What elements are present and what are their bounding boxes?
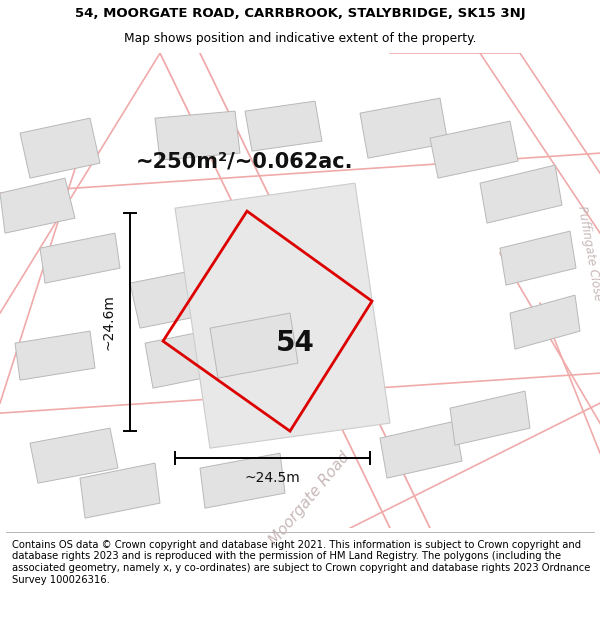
Polygon shape [20, 118, 100, 178]
Text: Puffingate Close: Puffingate Close [575, 204, 600, 302]
Polygon shape [80, 463, 160, 518]
Polygon shape [155, 111, 240, 160]
Polygon shape [510, 295, 580, 349]
Polygon shape [40, 233, 120, 283]
Polygon shape [30, 428, 118, 483]
Polygon shape [200, 453, 285, 508]
Polygon shape [380, 421, 462, 478]
Polygon shape [175, 183, 390, 448]
Polygon shape [500, 231, 576, 285]
Text: Contains OS data © Crown copyright and database right 2021. This information is : Contains OS data © Crown copyright and d… [12, 540, 590, 584]
Polygon shape [430, 121, 518, 178]
Text: Map shows position and indicative extent of the property.: Map shows position and indicative extent… [124, 32, 476, 45]
Text: ~24.5m: ~24.5m [245, 471, 301, 485]
Text: ~24.6m: ~24.6m [101, 294, 115, 350]
Polygon shape [245, 101, 322, 151]
Text: Moorgate Road: Moorgate Road [267, 449, 353, 548]
Polygon shape [15, 331, 95, 380]
Polygon shape [0, 178, 75, 233]
Polygon shape [450, 391, 530, 445]
Polygon shape [210, 313, 298, 378]
Polygon shape [130, 268, 215, 328]
Polygon shape [360, 98, 448, 158]
Text: ~250m²/~0.062ac.: ~250m²/~0.062ac. [136, 151, 354, 171]
Polygon shape [145, 328, 228, 388]
Text: 54: 54 [275, 329, 314, 357]
Polygon shape [480, 165, 562, 223]
Text: 54, MOORGATE ROAD, CARRBROOK, STALYBRIDGE, SK15 3NJ: 54, MOORGATE ROAD, CARRBROOK, STALYBRIDG… [74, 7, 526, 20]
